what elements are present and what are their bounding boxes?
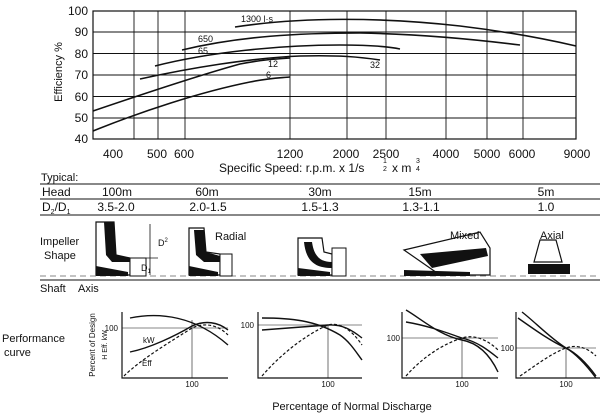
y-tick: 50 xyxy=(75,111,89,125)
ratio-value: 2.0-1.5 xyxy=(189,200,227,214)
x-tick: 600 xyxy=(174,147,194,161)
efficiency-chart: 1300 l·s 650 65 12 32 6 100 90 80 70 60 … xyxy=(53,4,591,175)
row-header-head: Head xyxy=(42,185,71,199)
x-tick: 4000 xyxy=(433,147,460,161)
head-values: 100m 60m 30m 15m 5m xyxy=(102,185,554,199)
x-tick: 9000 xyxy=(564,147,591,161)
curve-label-650: 650 xyxy=(198,34,213,44)
x-axis-exponent-2: 2 xyxy=(383,166,387,173)
tick-100: 100 xyxy=(501,344,515,353)
ratio-value: 1.3-1.1 xyxy=(402,200,440,214)
performance-label-line2: curve xyxy=(4,347,31,359)
d2-label: D2 xyxy=(158,238,169,248)
x-tick: 5000 xyxy=(474,147,501,161)
curve-label-32: 32 xyxy=(370,60,380,70)
curve-65 xyxy=(154,44,401,67)
x-tick: 2000 xyxy=(333,147,360,161)
d1-sub: 1 xyxy=(67,209,71,216)
curve-label-kw: kW xyxy=(143,336,155,345)
performance-chart-4: 100 100 xyxy=(501,311,600,389)
ratio-separator: /D xyxy=(55,200,67,214)
curve-1300 xyxy=(234,18,577,47)
head-value: 100m xyxy=(102,185,132,199)
perf-y-axis-sub: H Eff. kW xyxy=(102,330,109,360)
horizontal-gridlines xyxy=(93,31,576,119)
type-label-axial: Axial xyxy=(540,230,564,242)
curve-label-12: 12 xyxy=(268,59,278,69)
vertical-gridlines xyxy=(133,11,524,139)
head-value: 15m xyxy=(408,185,431,199)
axis-label: Axis xyxy=(78,283,99,295)
curve-label-65: 65 xyxy=(198,46,208,56)
y-tick-labels: 100 90 80 70 60 50 40 xyxy=(68,4,88,146)
head-value: 60m xyxy=(195,185,218,199)
tick-100: 100 xyxy=(185,380,199,389)
x-axis-exponent-1: 1 xyxy=(383,158,387,165)
tick-100: 100 xyxy=(387,334,401,343)
y-tick: 60 xyxy=(75,90,89,104)
impeller-mixed: Mixed xyxy=(402,230,491,276)
d1-label: D1 xyxy=(141,263,152,275)
performance-chart-3: 100 100 xyxy=(387,309,499,389)
d2-main: D xyxy=(42,200,51,214)
performance-section: Performance curve Percent of Design H Ef… xyxy=(2,309,600,413)
shaft-label: Shaft xyxy=(40,283,66,295)
impeller-radial-3 xyxy=(297,237,347,277)
curve-650 xyxy=(181,32,521,51)
y-tick: 100 xyxy=(68,4,88,18)
x-axis-unit: x m xyxy=(392,161,411,175)
x-axis-label: Specific Speed: r.p.m. x 1/s xyxy=(219,161,364,175)
head-value: 30m xyxy=(308,185,331,199)
curve-label-1300: 1300 l·s xyxy=(241,14,274,24)
row-header-diameter-ratio: D2/D1 xyxy=(42,200,71,216)
tick-100: 100 xyxy=(105,324,119,333)
perf-y-axis-label: Percent of Design xyxy=(88,313,97,377)
performance-label-line1: Performance xyxy=(2,333,65,345)
y-tick: 80 xyxy=(75,47,89,61)
curve-label-eff: Eff xyxy=(142,359,152,368)
x-axis-exponent-3: 3 xyxy=(416,158,420,165)
d2-sub: 2 xyxy=(51,209,55,216)
y-tick: 40 xyxy=(75,132,89,146)
x-axis-exponent-4: 4 xyxy=(416,166,420,173)
y-axis-label: Efficiency % xyxy=(53,42,65,102)
ratio-value: 3.5-2.0 xyxy=(97,200,135,214)
type-label-mixed: Mixed xyxy=(450,230,479,242)
typical-heading: Typical: xyxy=(41,172,78,184)
ratio-values: 3.5-2.0 2.0-1.5 1.5-1.3 1.3-1.1 1.0 xyxy=(97,200,554,214)
x-tick: 500 xyxy=(147,147,167,161)
curve-6 xyxy=(92,76,291,132)
perf-x-axis-label: Percentage of Normal Discharge xyxy=(272,401,432,413)
impeller-label-line1: Impeller xyxy=(40,236,79,248)
tick-100: 100 xyxy=(559,380,573,389)
performance-chart-1: 100 100 kW Eff xyxy=(105,312,229,389)
impeller-section: Impeller Shape Shaft Axis D2 D1 Radial xyxy=(40,221,600,295)
y-tick: 90 xyxy=(75,25,89,39)
impeller-radial-2: Radial xyxy=(188,227,246,277)
tick-100: 100 xyxy=(455,380,469,389)
head-value: 5m xyxy=(538,185,555,199)
x-tick: 6000 xyxy=(509,147,536,161)
tick-100: 100 xyxy=(321,380,335,389)
impeller-label-line2: Shape xyxy=(44,250,76,262)
typical-table: Typical: Head 100m 60m 30m 15m 5m D2/D1 … xyxy=(40,172,600,216)
x-tick: 400 xyxy=(103,147,123,161)
x-tick-labels: 400 500 600 1200 2000 2500 4000 5000 600… xyxy=(103,147,591,161)
curve-label-6: 6 xyxy=(266,70,271,80)
x-tick: 1200 xyxy=(277,147,304,161)
efficiency-curves xyxy=(92,18,577,132)
tick-100: 100 xyxy=(241,321,255,330)
curve-32 xyxy=(139,54,381,80)
y-tick: 70 xyxy=(75,68,89,82)
ratio-value: 1.0 xyxy=(538,200,555,214)
impeller-radial-1: D2 D1 xyxy=(95,221,169,277)
impeller-axial: Axial xyxy=(528,230,570,274)
type-label-radial: Radial xyxy=(215,231,246,243)
performance-chart-2: 100 100 xyxy=(241,312,363,389)
x-tick: 2500 xyxy=(373,147,400,161)
curve-12 xyxy=(92,57,291,112)
ratio-value: 1.5-1.3 xyxy=(301,200,339,214)
